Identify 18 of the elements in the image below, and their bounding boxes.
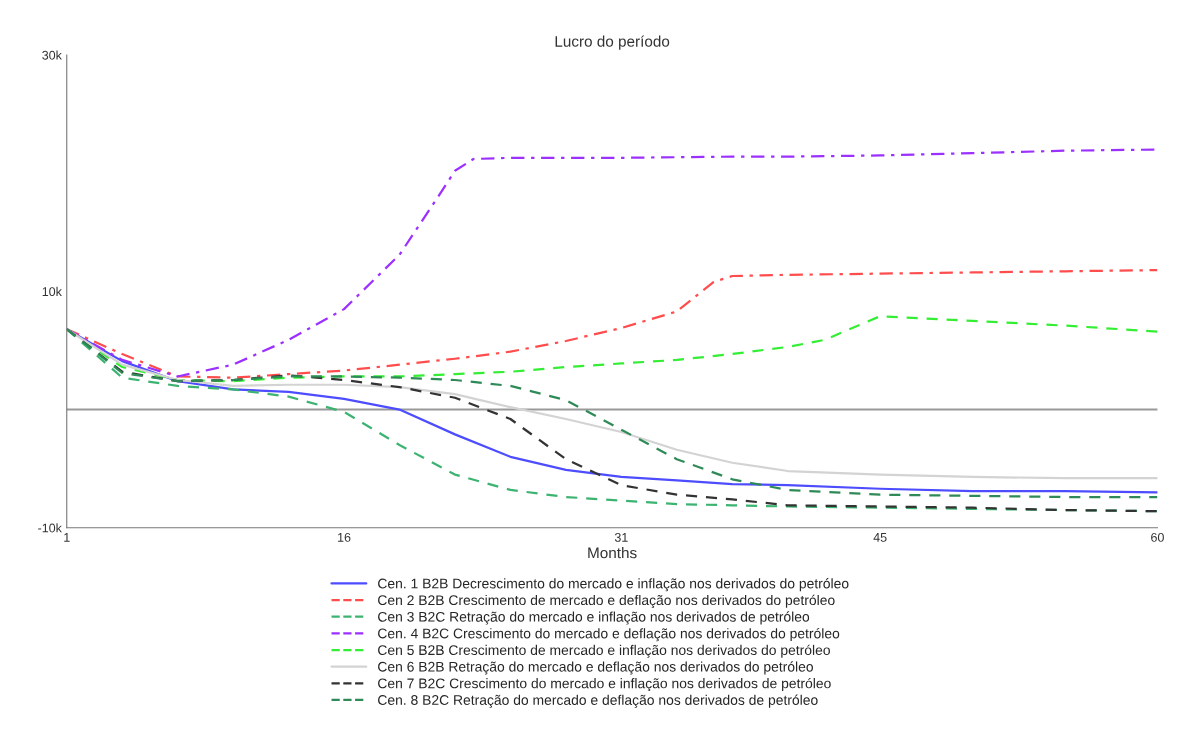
y-tick-label: -10k <box>38 523 62 533</box>
legend-label: Cen 7 B2C Crescimento do mercado e inflação nos derivados de petróleo <box>378 677 831 692</box>
y-tick-label: 30k <box>42 50 62 60</box>
x-tick-label: 45 <box>873 533 887 542</box>
x-axis-title: Months <box>588 547 637 559</box>
legend-label: Cen. 1 B2B Decrescimento do mercado e inflação nos derivados do petróleo <box>378 578 849 592</box>
x-tick-label: 1 <box>64 533 70 542</box>
legend-label: Cen 5 B2B Crescimento de mercado e inflação nos derivados do petróleo <box>378 644 830 658</box>
y-tick-label: 10k <box>42 286 62 297</box>
x-tick-label: 16 <box>338 532 351 542</box>
legend-label: Cen 6 B2B Retração do mercado e deflação nos derivados do petróleo <box>378 661 813 675</box>
x-tick-label: 31 <box>614 532 628 542</box>
legend-label: Cen 3 B2C Retração do mercado e inflação nos derivados de petróleo <box>378 611 810 625</box>
legend-label: Cen. 8 B2C Retração do mercado e deflação nos derivados de petróleo <box>378 694 818 708</box>
chart-title: Lucro do período <box>555 35 670 50</box>
x-tick-label: 60 <box>1151 532 1164 542</box>
legend-label: Cen. 4 B2C Crescimento do mercado e deflação nos derivados do petróleo <box>378 628 840 642</box>
legend-label: Cen 2 B2B Crescimento de mercado e deflação nos derivados do petróleo <box>378 594 835 608</box>
